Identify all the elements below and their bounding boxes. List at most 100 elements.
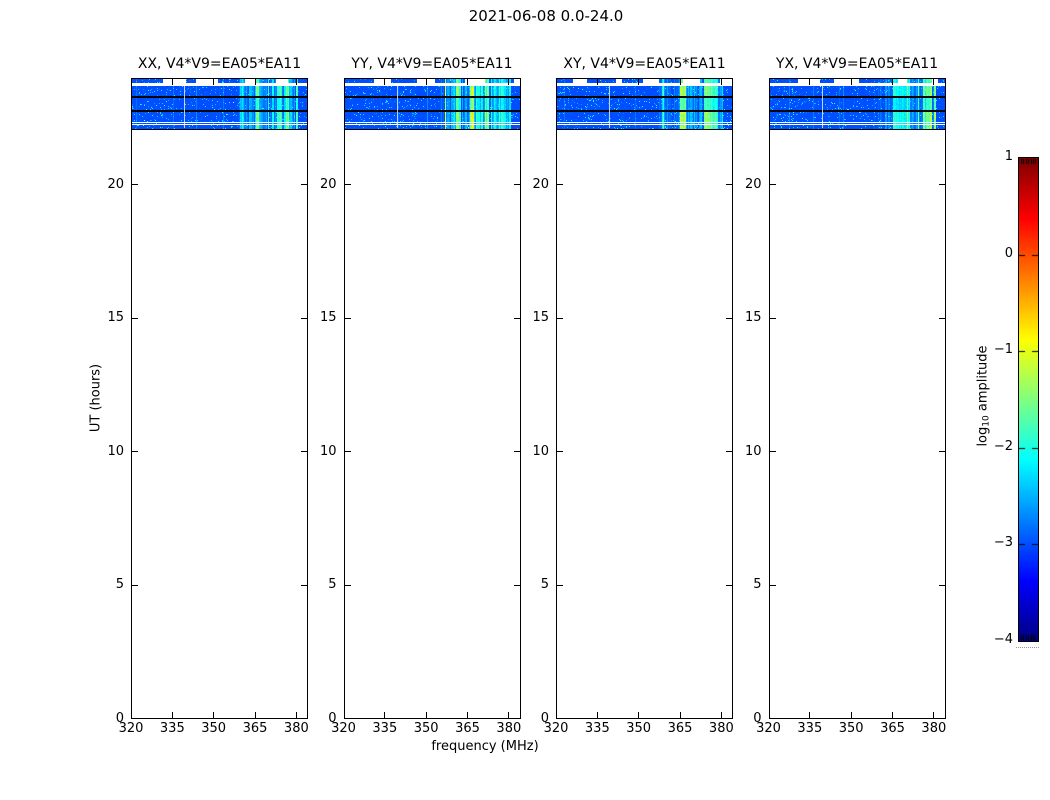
x-tick-mark <box>254 79 256 85</box>
y-tick-mark <box>132 451 138 453</box>
y-tick-mark <box>938 584 945 586</box>
x-tick-label-380: 380 <box>921 721 947 736</box>
y-tick-mark <box>132 184 138 186</box>
x-tick-mark <box>213 712 215 718</box>
x-tick-mark <box>254 712 256 718</box>
x-tick-label-365: 365 <box>667 721 693 736</box>
x-tick-mark <box>596 79 598 85</box>
x-tick-mark <box>933 79 935 85</box>
y-tick-label-20: 20 <box>532 176 549 192</box>
y-tick-mark <box>513 317 520 319</box>
spectrogram-xy <box>557 79 732 131</box>
y-tick-label-0: 0 <box>328 711 337 726</box>
x-tick-label-320: 320 <box>118 721 144 736</box>
x-tick-mark <box>892 79 894 85</box>
y-tick-label-5: 5 <box>328 577 337 593</box>
x-tick-mark <box>425 712 427 718</box>
colorbar-tick-label--4: −4 <box>993 632 1013 647</box>
x-tick-mark <box>638 712 640 718</box>
x-tick-label-350: 350 <box>838 721 864 736</box>
colorbar-label-sub: 10 <box>981 415 992 427</box>
y-tick-mark <box>513 184 520 186</box>
y-tick-mark <box>557 451 563 453</box>
x-tick-mark <box>467 712 469 718</box>
colorbar-tick-label--1: −1 <box>993 342 1013 358</box>
colorbar-tick-label-0: 0 <box>1004 245 1013 261</box>
y-tick-label-10: 10 <box>107 443 124 459</box>
x-tick-label-380: 380 <box>496 721 522 736</box>
panel-title-yx: YX, V4*V9=EA05*EA11 <box>775 56 939 72</box>
x-tick-mark <box>384 712 386 718</box>
y-tick-mark <box>513 451 520 453</box>
y-tick-mark <box>938 317 945 319</box>
x-tick-mark <box>892 712 894 718</box>
x-tick-mark <box>425 79 427 85</box>
x-tick-mark <box>295 712 297 718</box>
x-tick-label-320: 320 <box>331 721 356 736</box>
y-tick-label-20: 20 <box>107 176 124 192</box>
x-tick-label-335: 335 <box>797 721 823 736</box>
y-tick-mark <box>132 317 138 319</box>
y-tick-mark <box>726 584 732 586</box>
y-tick-mark <box>344 184 351 186</box>
y-tick-mark <box>344 584 351 586</box>
x-tick-mark <box>850 712 852 718</box>
y-tick-label-10: 10 <box>532 443 549 459</box>
y-tick-mark <box>513 584 520 586</box>
panel-title-xy: XY, V4*V9=EA05*EA11 <box>563 56 726 72</box>
x-tick-mark <box>171 712 173 718</box>
x-tick-mark <box>720 712 722 718</box>
y-tick-mark <box>769 184 776 186</box>
x-tick-label-320: 320 <box>756 721 781 736</box>
colorbar-extend-dots <box>1016 647 1039 648</box>
y-tick-mark <box>557 584 563 586</box>
x-tick-label-335: 335 <box>159 721 185 736</box>
x-tick-mark <box>508 79 510 85</box>
y-tick-label-15: 15 <box>532 310 549 326</box>
y-tick-label-20: 20 <box>744 176 762 192</box>
y-tick-mark <box>301 584 307 586</box>
y-tick-label-0: 0 <box>540 711 549 726</box>
x-tick-mark <box>679 712 681 718</box>
colorbar-gradient <box>1018 157 1039 642</box>
y-tick-label-10: 10 <box>744 443 762 459</box>
y-tick-label-10: 10 <box>319 443 337 459</box>
y-tick-mark <box>301 451 307 453</box>
panel-title-yy: YY, V4*V9=EA05*EA11 <box>351 56 513 72</box>
x-tick-label-380: 380 <box>708 721 734 736</box>
spectrogram-yx <box>769 79 945 131</box>
x-tick-label-365: 365 <box>242 721 268 736</box>
y-tick-mark <box>726 317 732 319</box>
panel-title-xx: XX, V4*V9=EA05*EA11 <box>137 56 302 72</box>
y-tick-mark <box>301 317 307 319</box>
x-tick-mark <box>809 712 811 718</box>
x-tick-label-335: 335 <box>372 721 398 736</box>
y-tick-mark <box>726 451 732 453</box>
y-tick-mark <box>769 584 776 586</box>
x-tick-label-365: 365 <box>455 721 480 736</box>
x-tick-mark <box>850 79 852 85</box>
x-tick-label-380: 380 <box>283 721 309 736</box>
x-tick-label-320: 320 <box>543 721 569 736</box>
x-tick-mark <box>596 712 598 718</box>
y-tick-mark <box>132 584 138 586</box>
colorbar-label: log10 amplitude <box>976 345 992 446</box>
y-tick-label-20: 20 <box>319 176 337 192</box>
x-tick-mark <box>213 79 215 85</box>
panel-xx <box>131 78 308 719</box>
y-tick-mark <box>769 451 776 453</box>
y-tick-label-5: 5 <box>753 577 762 593</box>
colorbar-tick-label--3: −3 <box>993 535 1013 551</box>
y-tick-mark <box>726 184 732 186</box>
colorbar-tick-label--2: −2 <box>993 438 1013 454</box>
y-tick-label-5: 5 <box>540 577 549 593</box>
y-tick-label-15: 15 <box>744 310 762 326</box>
x-tick-mark <box>508 712 510 718</box>
x-tick-mark <box>638 79 640 85</box>
y-tick-mark <box>938 184 945 186</box>
y-tick-mark <box>938 451 945 453</box>
spectrogram-xx <box>132 79 307 131</box>
x-tick-label-350: 350 <box>201 721 227 736</box>
y-tick-label-15: 15 <box>319 310 337 326</box>
